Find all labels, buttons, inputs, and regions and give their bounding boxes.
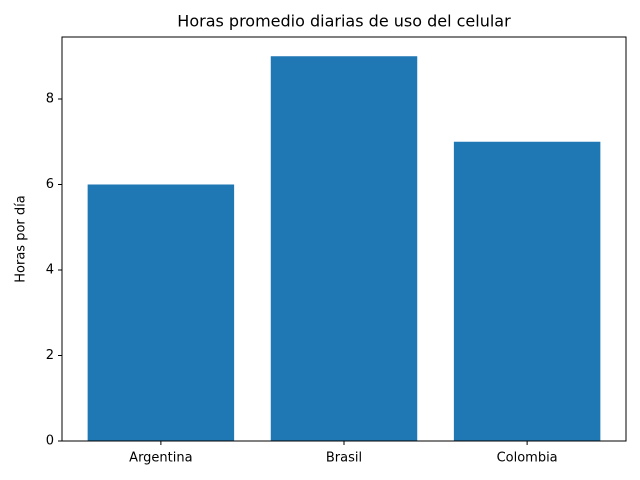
bar bbox=[87, 184, 235, 441]
plot-frame bbox=[61, 36, 627, 442]
y-tick-label: 2 bbox=[46, 348, 54, 363]
y-tick-label: 6 bbox=[46, 177, 54, 192]
x-tick-label: Brasil bbox=[326, 451, 362, 466]
x-tick-label: Argentina bbox=[129, 451, 192, 466]
x-tick-label: Colombia bbox=[497, 451, 558, 466]
bar bbox=[453, 141, 601, 442]
y-axis-label: Horas por día bbox=[14, 195, 29, 282]
chart-title: Horas promedio diarias de uso del celula… bbox=[177, 12, 511, 31]
y-tick-label: 4 bbox=[46, 262, 54, 277]
y-tick-label: 8 bbox=[46, 91, 54, 106]
bar bbox=[270, 56, 418, 441]
y-tick-label: 0 bbox=[46, 434, 54, 449]
